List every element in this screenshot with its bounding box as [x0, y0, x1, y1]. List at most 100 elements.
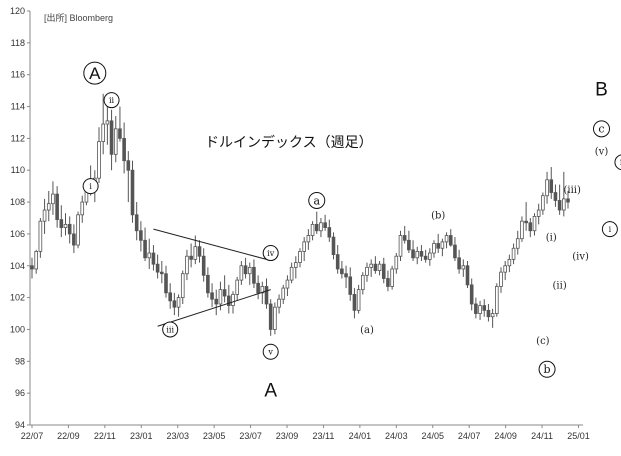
candle-body	[423, 255, 428, 260]
candle-body	[520, 220, 524, 240]
wave-label-circle	[83, 61, 107, 85]
wave-label: iii	[166, 325, 174, 334]
x-tick-label: 23/07	[239, 431, 262, 441]
wave-label-circle	[538, 360, 556, 378]
candle-body	[436, 243, 440, 249]
candle-body	[528, 222, 533, 232]
candle-body	[541, 195, 545, 211]
candle-body	[377, 263, 382, 271]
candle-body	[503, 265, 507, 273]
candle-body	[381, 263, 386, 279]
wave-label: (b)	[431, 210, 445, 221]
wave-label: B	[595, 80, 608, 101]
candle-body	[314, 223, 319, 232]
triangle-trendlines	[153, 228, 271, 327]
candle-body	[46, 203, 51, 211]
candle-body	[469, 284, 474, 305]
trendline	[153, 228, 267, 260]
candle-body	[557, 200, 562, 211]
candle-body	[365, 266, 369, 276]
candle-body	[440, 241, 445, 249]
candle-body	[549, 179, 554, 193]
wave-label: (ii)	[553, 280, 567, 291]
x-tick-label: 24/03	[385, 431, 408, 441]
wave-label: (iv)	[572, 252, 589, 263]
wave-label-circle	[162, 321, 179, 338]
y-tick-label: 100	[10, 324, 25, 334]
candle-body	[294, 262, 298, 268]
candle-body	[453, 244, 457, 259]
candle-body	[185, 255, 189, 275]
candle-body	[201, 255, 206, 276]
wave-label: ii	[109, 96, 115, 105]
candle-body	[394, 255, 399, 270]
candle-body	[444, 235, 449, 243]
candle-body	[511, 247, 516, 260]
wave-label: i	[609, 225, 612, 234]
candle-body	[281, 287, 286, 300]
candle-body	[256, 282, 260, 294]
y-tick-label: 106	[10, 229, 25, 239]
candle-body	[562, 198, 566, 211]
candle-body	[486, 309, 491, 318]
wave-label-circle	[262, 343, 279, 360]
candle-body	[247, 266, 252, 275]
wave-label: (iii)	[563, 185, 580, 196]
candle-body	[335, 254, 340, 270]
candle-body	[457, 257, 461, 270]
candle-body	[340, 268, 344, 275]
wave-label-circle	[82, 178, 99, 195]
candle-body	[411, 249, 415, 259]
wave-label: v	[267, 348, 273, 357]
candle-body	[310, 223, 315, 236]
y-tick-label: 118	[11, 38, 25, 48]
candle-body	[155, 263, 160, 273]
candle-body	[30, 265, 34, 270]
candle-body	[197, 246, 202, 257]
x-tick-label: 24/05	[421, 431, 444, 441]
candle-body	[490, 313, 495, 318]
wave-label-circle	[308, 191, 326, 209]
candle-body	[553, 192, 558, 201]
candle-body	[227, 295, 231, 306]
wave-label: A	[264, 381, 277, 402]
candle-body	[118, 128, 122, 139]
candle-body	[42, 209, 47, 222]
candle-body	[76, 214, 80, 246]
trendline	[157, 289, 271, 327]
y-tick-label: 104	[10, 261, 25, 271]
candle-body	[415, 251, 420, 259]
candle-body	[369, 263, 373, 268]
y-tick-label: 112	[11, 133, 25, 143]
candle-body	[306, 235, 311, 243]
candle-body	[327, 227, 332, 238]
candle-body	[180, 273, 185, 299]
y-tick-label: 102	[10, 293, 25, 303]
candle-body	[331, 236, 336, 256]
wave-label: (i)	[546, 233, 557, 244]
candle-body	[164, 273, 168, 294]
candle-body	[465, 265, 470, 286]
candle-body	[210, 292, 214, 300]
candle-body	[235, 279, 239, 295]
candlestick-series	[30, 93, 570, 336]
x-tick-label: 23/05	[203, 431, 226, 441]
candle-body	[428, 252, 432, 260]
candle-body	[302, 241, 306, 252]
candle-body	[143, 239, 147, 259]
x-tick-label: 22/11	[94, 431, 116, 441]
candle-body	[55, 193, 59, 220]
x-tick-label: 23/03	[166, 431, 189, 441]
candle-body	[323, 222, 327, 228]
candle-body	[59, 219, 64, 228]
candle-body	[373, 263, 378, 271]
wave-label: (c)	[536, 336, 550, 347]
candle-body	[126, 160, 131, 171]
candle-body	[352, 294, 357, 311]
source-label: [出所] Bloomberg	[44, 12, 113, 23]
candle-body	[80, 201, 85, 216]
candle-body	[134, 214, 139, 232]
candle-body	[130, 169, 135, 216]
candle-body	[231, 294, 235, 306]
